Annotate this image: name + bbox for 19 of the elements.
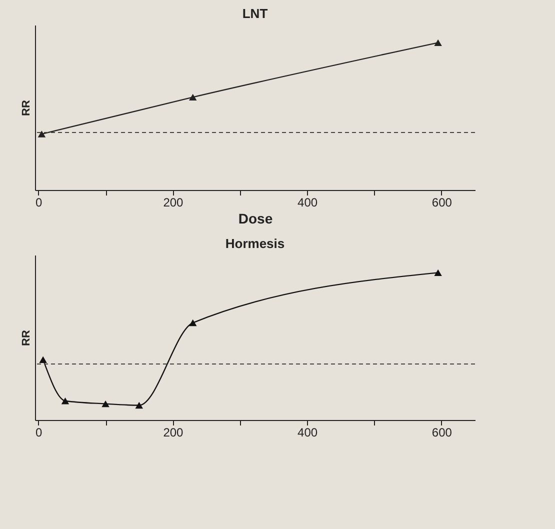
point: [188, 319, 197, 326]
x-tick-label: 600: [432, 196, 452, 210]
y-axis-title: RR: [20, 100, 32, 116]
point: [434, 269, 442, 276]
chart-title: LNT: [242, 6, 268, 21]
x-tick-label: 600: [432, 426, 452, 440]
point: [61, 397, 70, 404]
x-tick-label: 0: [36, 196, 43, 210]
point: [39, 356, 47, 363]
point: [135, 402, 143, 409]
x-tick-label: 400: [298, 196, 318, 210]
x-tick-label: 200: [163, 426, 184, 440]
x-tick-label: 400: [298, 426, 318, 440]
x-tick-label: 200: [163, 196, 184, 210]
x-axis-title: Dose: [238, 210, 273, 226]
chart-title: Hormesis: [225, 236, 285, 251]
x-tick-label: 0: [36, 426, 43, 440]
y-axis-title: RR: [20, 330, 32, 346]
point: [102, 400, 110, 408]
